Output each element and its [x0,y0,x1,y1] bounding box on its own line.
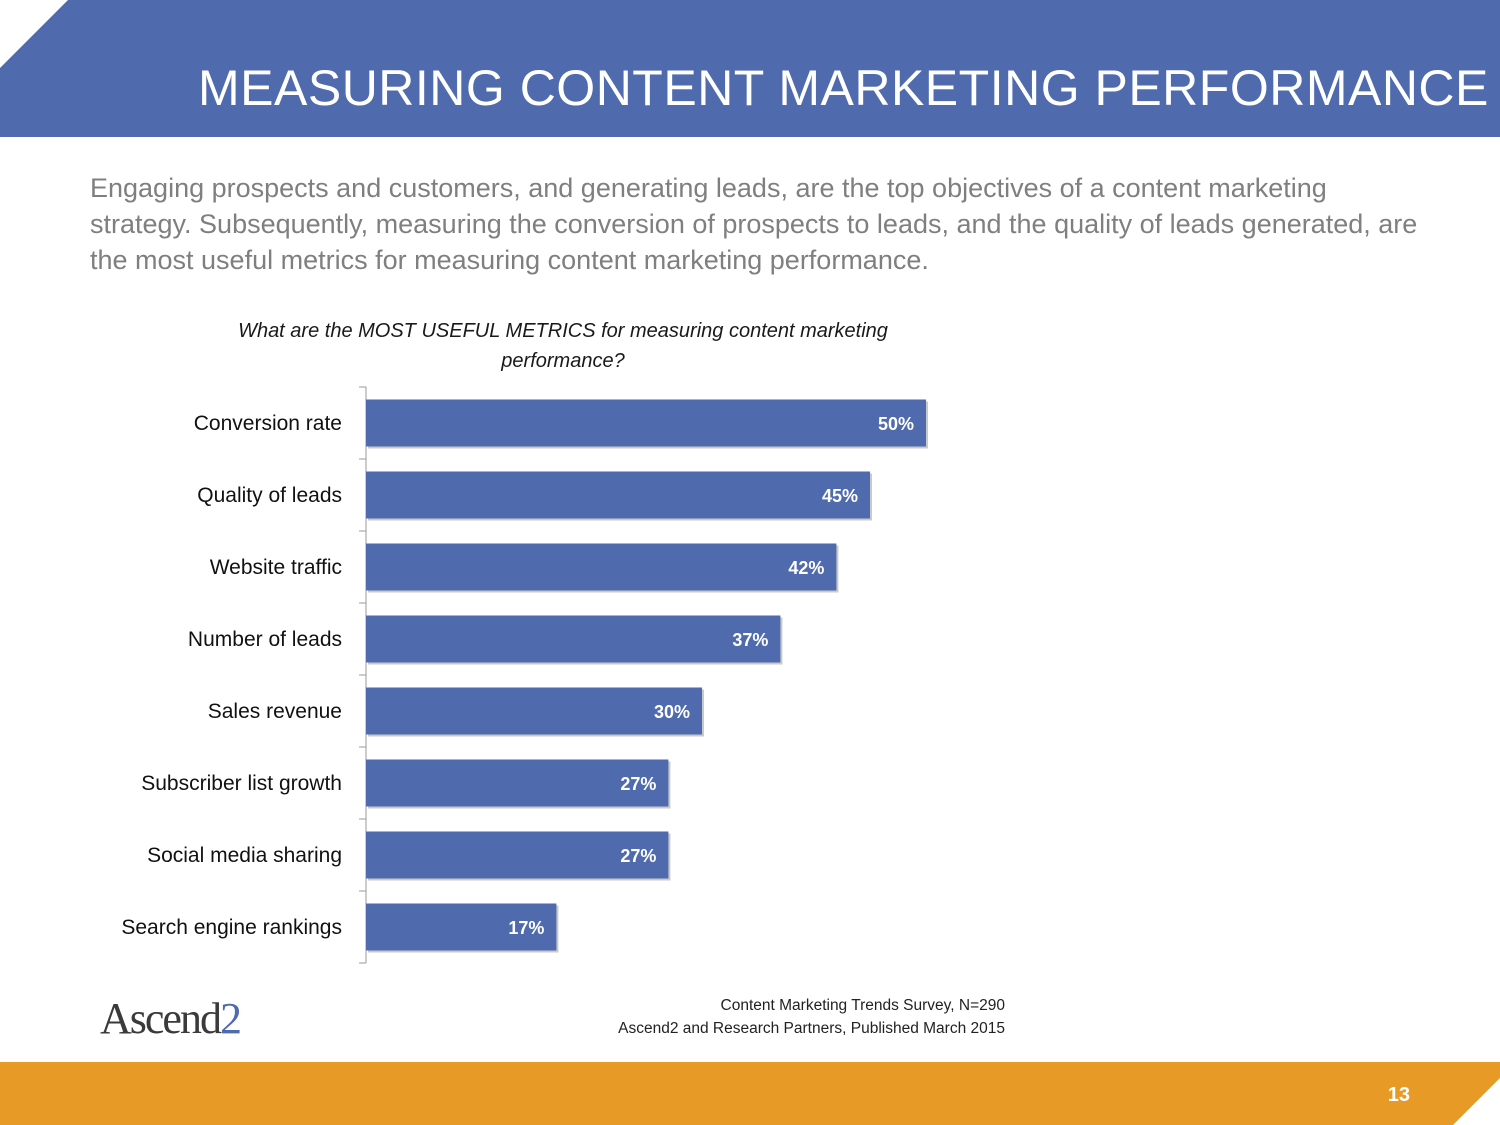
logo-accent: 2 [219,994,242,1043]
source-line-1: Content Marketing Trends Survey, N=290 [720,997,1005,1014]
footer-band [0,1062,1500,1125]
ascend2-logo: Ascend2 [100,994,242,1043]
bar [366,903,557,951]
intro-paragraph: Engaging prospects and customers, and ge… [90,173,1418,275]
category-label: Subscriber list growth [141,772,342,795]
value-label: 27% [620,846,656,866]
category-label: Website traffic [210,556,342,579]
bar [366,831,669,879]
bar [366,759,669,807]
bar [366,543,837,591]
chart-title: What are the MOST USEFUL METRICS for mea… [238,320,888,372]
bar [366,399,926,447]
bar [366,615,781,663]
value-label: 27% [620,774,656,794]
category-label: Social media sharing [147,844,342,867]
category-label: Search engine rankings [121,916,342,939]
page-number: 13 [1387,1084,1410,1106]
value-label: 30% [654,702,690,722]
value-label: 17% [508,918,544,938]
category-label: Quality of leads [197,484,342,507]
bar [366,687,702,735]
value-label: 42% [788,558,824,578]
slide-title: MEASURING CONTENT MARKETING PERFORMANCE [198,60,1489,116]
value-label: 50% [878,414,914,434]
category-label: Number of leads [188,628,342,651]
source-line-2: Ascend2 and Research Partners, Published… [618,1020,1005,1037]
bar [366,471,870,519]
value-label: 45% [822,486,858,506]
header-band [0,0,1500,137]
logo-text: Ascend [100,994,222,1043]
value-label: 37% [732,630,768,650]
category-label: Conversion rate [194,412,342,435]
category-label: Sales revenue [208,700,342,723]
source-note: Content Marketing Trends Survey, N=290 A… [505,994,1005,1040]
bar-chart: Conversion rate 50% Quality of leads 45% Web… [121,386,928,964]
